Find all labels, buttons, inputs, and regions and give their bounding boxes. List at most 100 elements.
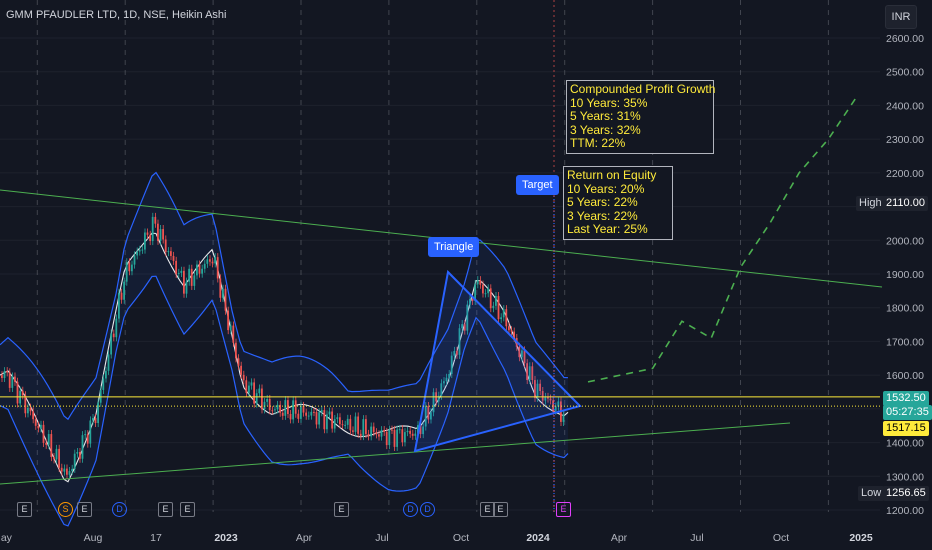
earnings-marker[interactable]: E [158, 502, 173, 517]
profit-line: Compounded Profit Growth [570, 82, 716, 96]
triangle-label[interactable]: Triangle [428, 237, 480, 257]
dividend-marker[interactable]: D [403, 502, 418, 517]
candle [245, 380, 248, 393]
split-marker[interactable]: S [58, 502, 73, 517]
earnings-marker[interactable]: E [180, 502, 195, 517]
candle [188, 268, 190, 282]
candle [380, 430, 383, 437]
earnings-marker[interactable]: E [17, 502, 32, 517]
candle [206, 259, 209, 264]
earnings-marker[interactable]: E [493, 502, 508, 517]
candle [414, 433, 417, 436]
candle [505, 309, 508, 327]
candle [196, 264, 198, 276]
time-tick-label: May [0, 532, 13, 544]
earnings-marker[interactable]: E [480, 502, 495, 517]
candle [497, 296, 500, 320]
candle [510, 330, 513, 332]
candle [149, 234, 151, 242]
moving-average [0, 232, 569, 483]
candle [544, 396, 547, 401]
candle [320, 410, 323, 413]
roe-line: 5 Years: 22% [567, 195, 638, 209]
candle [521, 350, 523, 358]
profit-line: 5 Years: 31% [570, 109, 641, 123]
candle [268, 398, 271, 411]
candle [115, 318, 118, 338]
candle [328, 411, 331, 415]
candle [16, 381, 19, 404]
target-label[interactable]: Target [516, 175, 559, 195]
candle [138, 249, 141, 252]
candle [21, 390, 24, 396]
candle [339, 417, 341, 425]
candles [1, 212, 565, 479]
candle [344, 424, 346, 426]
candle [502, 309, 505, 318]
candle [79, 452, 81, 459]
candle [284, 400, 287, 416]
candle [307, 415, 310, 417]
projection-path [587, 94, 859, 383]
candle [232, 325, 235, 343]
candle [175, 260, 177, 274]
dividend-marker[interactable]: D [112, 502, 127, 517]
earnings-marker[interactable]: E [77, 502, 92, 517]
candle [222, 288, 224, 298]
candle [112, 333, 115, 338]
candle [534, 380, 536, 398]
candle [523, 350, 526, 364]
candle [341, 424, 344, 426]
candle [547, 396, 549, 399]
price-tick-label: 1900.00 [886, 269, 924, 281]
candle [1, 375, 3, 379]
candle [482, 284, 484, 294]
candle [144, 232, 146, 250]
candle [432, 392, 435, 413]
candle [492, 305, 495, 309]
candle [141, 249, 144, 251]
roe-line: Last Year: 25% [567, 222, 648, 236]
candle [37, 425, 40, 429]
candle [393, 429, 396, 447]
roe-box: Return on Equity 10 Years: 20% 5 Years: … [563, 166, 673, 240]
candle [73, 453, 76, 469]
candle [229, 325, 232, 331]
candle [427, 406, 430, 420]
candle [557, 401, 560, 407]
candle [466, 304, 469, 331]
candle [107, 354, 110, 371]
candle [388, 429, 391, 446]
candle [409, 430, 411, 434]
candle [443, 381, 445, 384]
candle [508, 326, 510, 331]
candle [183, 270, 185, 294]
candle [292, 400, 294, 420]
candle [110, 333, 112, 355]
price-tick-label: 2400.00 [886, 100, 924, 112]
candle [318, 412, 320, 425]
lower-trendline [0, 422, 791, 485]
profit-line: TTM: 22% [570, 136, 626, 150]
time-tick-label: Jul [690, 532, 703, 544]
candle [146, 232, 149, 235]
candle [164, 239, 167, 253]
candle [430, 412, 432, 420]
time-tick-label: Jul [375, 532, 388, 544]
candle [190, 268, 193, 286]
candle [471, 299, 474, 301]
candle [242, 374, 245, 381]
candle [14, 376, 16, 382]
upcoming-earnings-marker[interactable]: E [556, 502, 571, 517]
candle [193, 275, 196, 286]
candle [513, 331, 515, 338]
candle [250, 382, 253, 386]
dividend-marker[interactable]: D [420, 502, 435, 517]
candle [224, 288, 227, 311]
earnings-marker[interactable]: E [334, 502, 349, 517]
candle [40, 424, 42, 429]
currency-button[interactable]: INR [885, 5, 917, 29]
candle [536, 383, 539, 398]
candle [300, 405, 302, 419]
